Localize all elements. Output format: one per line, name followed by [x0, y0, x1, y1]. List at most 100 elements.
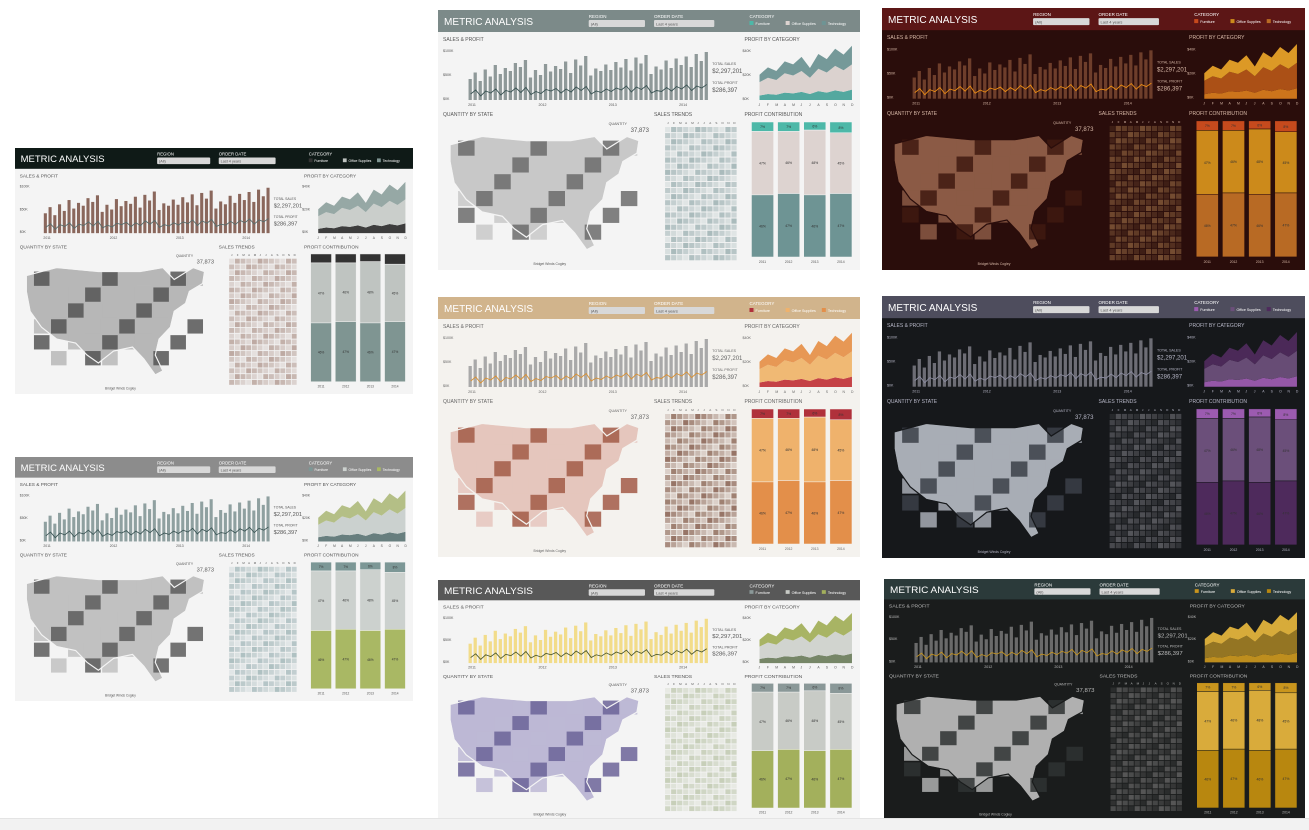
heat-cell [677, 699, 683, 705]
contribution-pct-label: 47% [1230, 777, 1237, 781]
heat-cell [1145, 242, 1152, 248]
sales-bar [684, 343, 688, 387]
heat-cell [707, 249, 713, 255]
heat-month-tick: N [727, 408, 729, 412]
heat-cell [707, 487, 713, 493]
heat-cell [671, 468, 677, 475]
heat-cell [251, 566, 257, 572]
region-label: REGION [1034, 583, 1052, 588]
heat-cell [713, 529, 719, 536]
month-tick: D [851, 103, 854, 107]
profit-line [470, 648, 708, 660]
heat-month-tick: M [1124, 408, 1127, 412]
heat-cell [1121, 211, 1127, 218]
heat-cell [1115, 236, 1121, 242]
heat-cell [1133, 125, 1140, 132]
heat-cell [1127, 125, 1133, 132]
heat-cell [1176, 800, 1182, 806]
heat-cell [1151, 469, 1158, 475]
heat-cell [695, 456, 701, 462]
heat-cell [229, 322, 235, 328]
heat-cell [234, 258, 240, 264]
profit-contribution-label: PROFIT CONTRIBUTION [304, 244, 359, 250]
heat-cell [689, 536, 695, 542]
heat-cell [251, 606, 257, 612]
state-shape [136, 611, 152, 626]
heat-cell [1145, 236, 1152, 242]
heat-cell [1176, 456, 1182, 463]
heat-cell [671, 744, 677, 750]
heat-cell [731, 744, 737, 750]
total-profit-value: $286,397 [1157, 87, 1183, 93]
total-profit-label: TOTAL PROFIT [1158, 645, 1184, 649]
contribution-segment [1248, 482, 1272, 546]
heat-cell [268, 374, 274, 380]
heat-cell [246, 687, 252, 692]
state-shape [119, 319, 135, 334]
heat-cell [1140, 710, 1146, 715]
heat-cell [689, 517, 695, 523]
category-label: CATEGORY [749, 14, 774, 19]
heat-cell [1157, 144, 1164, 150]
heat-cell [263, 281, 269, 287]
sales-bar [609, 70, 613, 100]
sales-bar [704, 52, 708, 100]
region-label: REGION [589, 14, 607, 19]
heat-cell [1152, 710, 1158, 715]
heat-cell [707, 230, 713, 236]
sales-bar [558, 634, 563, 664]
heat-cell [707, 175, 713, 181]
sales-bar [978, 356, 982, 387]
state-shape [620, 140, 638, 156]
state-shape [566, 700, 584, 715]
heat-cell [1164, 738, 1170, 744]
heat-cell [257, 664, 263, 669]
heat-cell [689, 200, 695, 206]
heat-cell [725, 487, 731, 493]
heat-cell [1127, 432, 1133, 438]
heat-month-tick: M [1124, 120, 1127, 124]
heat-cell [1139, 193, 1146, 199]
heat-cell [665, 693, 671, 699]
contribution-segment [777, 193, 800, 258]
heat-cell [713, 794, 719, 800]
heat-cell [1176, 218, 1182, 224]
heat-cell [719, 806, 725, 812]
heat-cell [1109, 518, 1115, 524]
heat-cell [1176, 156, 1182, 162]
heat-cell [665, 699, 671, 705]
sales-bar [1144, 347, 1148, 387]
heat-cell [719, 529, 725, 536]
heat-cell [1127, 420, 1133, 426]
legend-swatch [308, 467, 313, 472]
legend-swatch [1230, 589, 1235, 593]
heat-cell [291, 345, 297, 351]
sales-bar [574, 625, 578, 664]
heat-cell [695, 704, 701, 710]
sales-bar [91, 201, 95, 234]
sales-bar [1093, 72, 1098, 99]
contribution-pct-label: 46% [318, 351, 325, 355]
heat-cell [713, 236, 719, 242]
heat-cell [1109, 481, 1115, 487]
region-label: REGION [157, 152, 174, 157]
heat-cell [291, 675, 297, 681]
sales-bar [185, 510, 190, 542]
heat-cell [695, 778, 701, 783]
heat-cell [1145, 211, 1152, 218]
state-shape [584, 224, 602, 240]
heat-cell [1116, 777, 1122, 783]
heat-month-tick: A [709, 682, 711, 686]
total-profit-label: TOTAL PROFIT [1157, 368, 1183, 372]
heat-cell [719, 511, 725, 517]
sales-bar [1103, 67, 1108, 99]
heat-cell [263, 589, 269, 595]
heat-cell [695, 432, 701, 438]
heat-cell [713, 242, 719, 249]
heat-cell [665, 188, 671, 194]
heat-cell [677, 693, 683, 699]
legend-swatch [1266, 307, 1271, 312]
state-shape [958, 746, 975, 761]
heat-cell [1170, 168, 1176, 175]
heat-month-tick: F [673, 408, 675, 412]
